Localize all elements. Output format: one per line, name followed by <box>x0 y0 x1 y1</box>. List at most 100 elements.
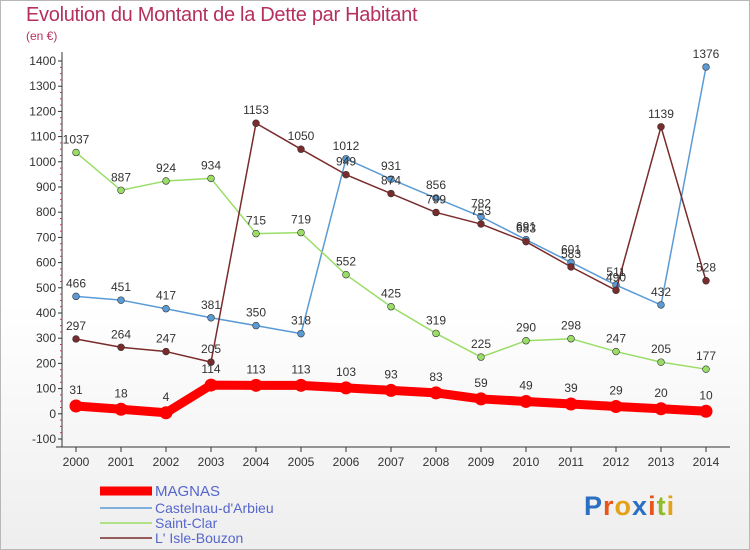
data-label: 381 <box>201 298 221 312</box>
data-label: 10 <box>699 388 713 402</box>
data-point <box>159 406 173 420</box>
data-point <box>72 292 80 301</box>
data-label: 1139 <box>648 107 674 121</box>
x-tick-label: 2000 <box>63 455 90 469</box>
legend-label: Saint-Clar <box>155 515 218 531</box>
data-point <box>432 329 440 338</box>
data-label: 205 <box>651 342 671 356</box>
data-label: 949 <box>336 155 356 169</box>
data-label: 350 <box>246 306 266 320</box>
data-label: 49 <box>519 378 533 392</box>
data-label: 683 <box>516 222 536 236</box>
data-label: 432 <box>651 285 671 299</box>
y-tick-label: 1300 <box>29 79 56 93</box>
data-label: 1037 <box>63 132 90 146</box>
data-point <box>117 186 125 194</box>
data-label: 264 <box>111 327 131 341</box>
data-point <box>387 175 395 183</box>
data-label: 874 <box>381 174 401 188</box>
data-point <box>519 394 533 408</box>
data-point <box>252 321 260 330</box>
proxiti-logo: Proxiti <box>584 491 675 522</box>
legend-label: L' Isle-Bouzon <box>155 530 243 546</box>
data-point <box>477 353 485 361</box>
data-point <box>162 177 170 185</box>
data-label: 319 <box>426 313 446 327</box>
y-tick-label: 1400 <box>29 54 56 68</box>
data-label: 93 <box>384 367 398 381</box>
data-point <box>249 378 263 392</box>
data-label: 1153 <box>243 103 269 117</box>
y-tick-label: 1000 <box>29 155 56 169</box>
data-point <box>429 386 443 400</box>
data-point <box>699 404 713 418</box>
y-tick-label: 300 <box>36 331 56 345</box>
data-label: 934 <box>201 158 221 172</box>
data-point <box>207 314 215 322</box>
data-point <box>297 329 305 338</box>
data-label: 39 <box>564 381 578 395</box>
data-label: 856 <box>426 178 446 192</box>
logo-letter: i <box>666 491 676 521</box>
y-tick-label: 100 <box>36 382 56 396</box>
data-point <box>477 213 485 221</box>
data-label: 20 <box>654 386 668 400</box>
data-point <box>567 263 575 271</box>
data-point <box>564 397 578 411</box>
x-tick-label: 2007 <box>378 455 405 469</box>
logo-letter: i <box>648 491 657 521</box>
data-label: 4 <box>163 390 170 404</box>
data-label: 1012 <box>333 139 360 153</box>
data-point <box>207 358 215 366</box>
data-label: 583 <box>561 247 581 261</box>
data-label: 782 <box>471 197 491 211</box>
y-tick-label: 1100 <box>30 130 56 144</box>
x-tick-label: 2010 <box>513 455 540 469</box>
data-point <box>474 392 488 406</box>
x-tick-label: 2009 <box>468 455 495 469</box>
data-label: 18 <box>114 386 128 400</box>
data-label: 490 <box>606 270 626 284</box>
data-point <box>117 343 125 351</box>
data-point <box>702 63 710 71</box>
data-point <box>117 296 125 304</box>
data-point <box>477 220 485 228</box>
x-tick-label: 2006 <box>333 455 360 469</box>
data-label: 205 <box>201 342 221 356</box>
data-point <box>387 303 395 311</box>
data-point <box>432 194 440 202</box>
x-tick-label: 2001 <box>108 455 135 469</box>
data-point <box>207 174 215 183</box>
x-tick-label: 2014 <box>693 455 720 469</box>
data-label: 552 <box>336 255 356 269</box>
data-point <box>69 399 83 413</box>
data-point <box>72 335 80 343</box>
data-label: 1050 <box>288 129 315 143</box>
data-point <box>297 228 305 237</box>
y-tick-label: 500 <box>36 281 56 295</box>
data-label: 298 <box>561 319 581 333</box>
data-label: 1376 <box>693 47 720 61</box>
data-label: 528 <box>696 261 716 275</box>
data-label: 887 <box>111 170 131 184</box>
logo-letter: r <box>603 491 615 521</box>
data-point <box>702 365 710 373</box>
data-label: 466 <box>66 276 86 290</box>
data-point <box>387 189 395 198</box>
y-tick-label: 0 <box>49 407 56 421</box>
logo-letter: t <box>656 491 667 521</box>
data-point <box>297 145 305 153</box>
data-point <box>609 399 623 413</box>
data-point <box>567 335 575 343</box>
y-tick-label: 400 <box>36 306 56 320</box>
data-label: 114 <box>201 362 220 376</box>
x-tick-label: 2002 <box>153 455 180 469</box>
x-tick-label: 2003 <box>198 455 225 469</box>
logo-letter: o <box>614 491 633 521</box>
data-point <box>342 170 350 179</box>
logo-letter: x <box>632 491 649 521</box>
data-point <box>342 270 350 279</box>
data-label: 691 <box>516 220 536 234</box>
